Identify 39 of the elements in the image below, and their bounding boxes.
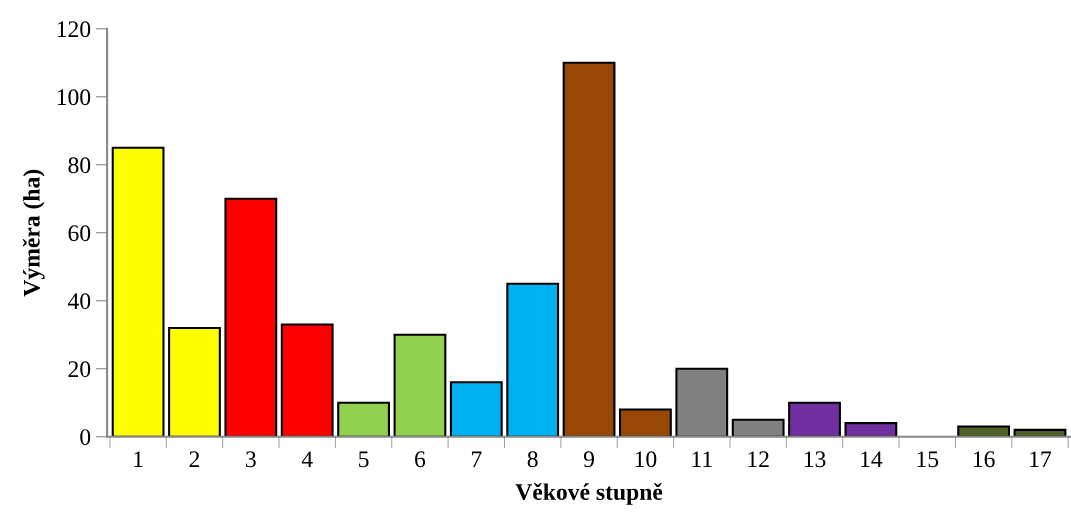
bar [844, 422, 898, 437]
x-tick-label: 4 [301, 451, 313, 467]
bar [337, 401, 390, 437]
x-tick-label: 7 [471, 451, 482, 467]
x-tick-label: 8 [527, 451, 538, 468]
y-tick-label: 20 [68, 361, 91, 378]
y-tick-label: 40 [67, 293, 91, 310]
x-tick-label: 3 [246, 451, 256, 468]
x-tick-label: 14 [861, 451, 883, 467]
x-tick-label: 5 [359, 451, 369, 468]
x-axis-title: Věkové stupně [515, 483, 663, 505]
bar [393, 333, 447, 437]
x-tick-label: 12 [748, 451, 769, 467]
bar [168, 326, 221, 437]
x-tick-label: 17 [1030, 451, 1052, 467]
x-tick-label: 9 [583, 451, 594, 468]
x-tick-label: 15 [917, 451, 939, 468]
y-tick-label: 120 [57, 21, 91, 38]
x-tick-label: 10 [635, 451, 657, 468]
y-tick-label: 100 [57, 89, 91, 106]
y-axis-title: Výměra (ha) [22, 169, 45, 297]
bar [280, 323, 334, 437]
y-tick-label: 60 [68, 225, 91, 242]
bar [957, 425, 1011, 437]
bar [224, 197, 278, 437]
y-tick-label: 80 [68, 157, 91, 174]
bar [788, 401, 841, 437]
x-tick-label: 1 [134, 451, 143, 467]
x-tick-label: 2 [189, 451, 200, 467]
y-tick-label: 0 [80, 429, 91, 446]
bar [506, 282, 560, 437]
bar [619, 408, 672, 437]
x-tick-label: 13 [804, 451, 826, 468]
x-tick-label: 16 [973, 451, 995, 468]
x-tick-label: 11 [692, 451, 712, 467]
bar [111, 146, 165, 437]
bar [562, 61, 616, 437]
x-tick-label: 6 [415, 451, 426, 468]
bar [449, 381, 503, 437]
